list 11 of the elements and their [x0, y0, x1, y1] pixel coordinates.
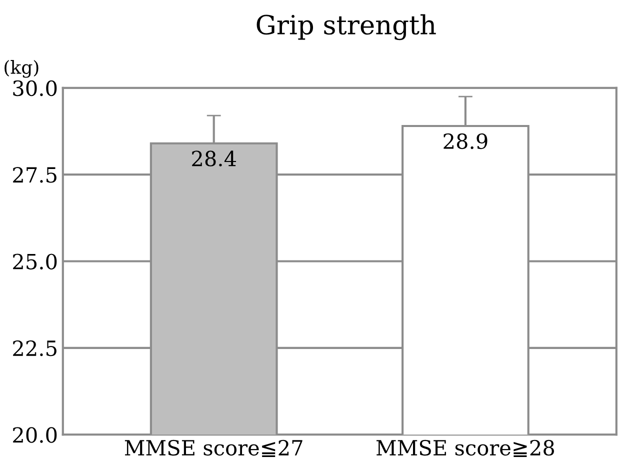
y-tick-label: 22.5 [13, 340, 56, 356]
data-label: 28.4 [192, 150, 236, 166]
x-tick-label: MMSE score≦27 [124, 440, 302, 458]
y-tick-label: 25.0 [13, 254, 57, 270]
data-label: 28.9 [444, 133, 488, 150]
y-axis-title: (kg) [4, 60, 38, 78]
y-tick-label: 30.0 [13, 80, 57, 96]
x-tick-label: MMSE score≧28 [376, 440, 554, 458]
y-tick-label: 27.5 [13, 167, 56, 183]
chart-title: Grip strength [256, 14, 436, 40]
y-tick-label: 20.0 [13, 427, 57, 443]
